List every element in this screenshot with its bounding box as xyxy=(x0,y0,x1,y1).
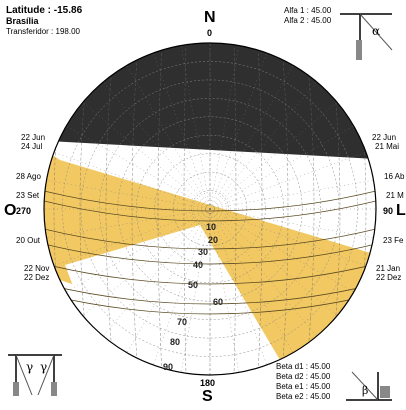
date-right-5: 21 Jan xyxy=(376,264,401,273)
unshaded-region xyxy=(65,225,280,375)
city-label: Brasília xyxy=(6,16,39,26)
date-right-6: 22 Dez xyxy=(376,273,402,282)
date-left-6: 22 Dez xyxy=(24,273,50,282)
date-right-4: 23 Fe xyxy=(383,236,404,245)
hour-line xyxy=(353,43,367,375)
date-right-0: 22 Jun xyxy=(372,133,397,142)
hour-line xyxy=(281,43,289,375)
beta-e2-label: Beta e2 : 45.00 xyxy=(276,392,331,401)
altitude-label-80: 80 xyxy=(170,337,181,347)
gamma-symbol-left: γ xyxy=(26,360,34,374)
date-left-1: 24 Jul xyxy=(21,142,43,151)
altitude-label-10: 10 xyxy=(206,222,217,232)
hour-line xyxy=(53,43,67,375)
east-degree: 90 xyxy=(383,206,394,216)
hour-line xyxy=(131,43,139,375)
altitude-label-30: 30 xyxy=(198,247,209,257)
north-label: N xyxy=(204,9,216,26)
altitude-circle xyxy=(135,134,285,284)
hour-line xyxy=(257,43,263,375)
gamma-angle-graphic xyxy=(8,354,62,396)
beta-d2-label: Beta d2 : 45.00 xyxy=(276,372,331,381)
hour-line xyxy=(329,43,341,375)
south-label: S xyxy=(202,388,213,405)
altitude-circle xyxy=(191,190,229,228)
south-degree: 180 xyxy=(200,378,216,388)
alfa1-label: Alfa 1 : 45.00 xyxy=(284,6,332,15)
altitude-circle xyxy=(62,61,358,357)
hour-line xyxy=(79,43,91,375)
west-label: O xyxy=(4,202,17,219)
diagram-gridlines xyxy=(44,43,376,375)
altitude-label-60: 60 xyxy=(213,297,224,307)
beta-symbol: β xyxy=(362,384,369,397)
date-right-2: 16 Ab xyxy=(384,172,405,181)
east-label: L xyxy=(396,202,406,219)
beta-d1-label: Beta d1 : 45.00 xyxy=(276,362,331,371)
altitude-label-90: 90 xyxy=(163,362,174,372)
date-left-5: 22 Nov xyxy=(24,264,50,273)
dark-sky-region xyxy=(44,43,376,160)
date-left-0: 22 Jun xyxy=(21,133,46,142)
date-left-2: 28 Ago xyxy=(16,172,41,181)
altitude-label-40: 40 xyxy=(193,260,204,270)
hour-line xyxy=(105,43,115,375)
altitude-label-70: 70 xyxy=(177,317,188,327)
alfa2-label: Alfa 2 : 45.00 xyxy=(284,16,332,25)
altitude-label-20: 20 xyxy=(208,235,219,245)
hour-line xyxy=(157,43,163,375)
gamma-symbol-right: γ xyxy=(40,360,48,374)
north-degree: 0 xyxy=(207,28,213,38)
alpha-symbol: α xyxy=(372,24,381,38)
west-degree: 270 xyxy=(16,206,32,216)
date-left-4: 20 Out xyxy=(16,236,41,245)
altitude-label-50: 50 xyxy=(188,280,199,290)
date-left-3: 23 Set xyxy=(16,191,40,200)
protractor-label: Transferidor : 198.00 xyxy=(6,27,80,36)
hour-line xyxy=(305,43,315,375)
date-right-3: 21 M xyxy=(386,191,404,200)
hour-line xyxy=(233,43,237,375)
beta-angle-graphic xyxy=(346,371,392,401)
hour-line xyxy=(183,43,187,375)
alpha-angle-graphic xyxy=(340,13,393,60)
beta-e1-label: Beta e1 : 45.00 xyxy=(276,382,331,391)
diagram-outline xyxy=(43,42,377,376)
latitude-label: Latitude : -15.86 xyxy=(6,5,83,16)
date-right-1: 21 Mai xyxy=(375,142,400,151)
